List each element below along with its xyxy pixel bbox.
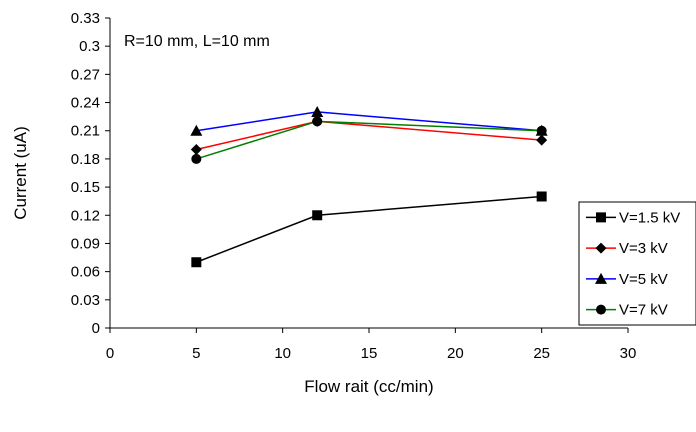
data-point-v-3-kv bbox=[536, 134, 548, 146]
y-tick-label: 0.15 bbox=[71, 179, 100, 196]
legend: V=1.5 kV V=3 kV V=5 kV V=7 kV bbox=[578, 201, 696, 326]
data-point-v-5-kv bbox=[311, 105, 324, 117]
x-axis-title: Flow rait (cc/min) bbox=[304, 377, 433, 396]
x-tick-label: 5 bbox=[192, 345, 200, 362]
y-tick-label: 0.24 bbox=[71, 95, 100, 112]
legend-marker-v-1-5-kv bbox=[596, 212, 606, 223]
y-axis-title: Current (uA) bbox=[11, 126, 30, 220]
y-tick-label: 0.27 bbox=[71, 66, 100, 83]
legend-label-v-1-5-kv: V=1.5 kV bbox=[619, 209, 680, 226]
x-tick-label: 30 bbox=[620, 345, 637, 362]
x-tick-label: 20 bbox=[447, 345, 464, 362]
y-tick-label: 0.3 bbox=[79, 38, 100, 55]
y-tick-label: 0.12 bbox=[71, 207, 100, 224]
legend-marker-v-3-kv bbox=[595, 242, 607, 254]
data-point-v-7-kv bbox=[536, 125, 547, 136]
data-point-v-3-kv bbox=[190, 144, 202, 156]
legend-marker-v-7-kv bbox=[596, 304, 606, 315]
y-tick-label: 0.03 bbox=[71, 292, 100, 309]
legend-box bbox=[578, 201, 696, 326]
x-tick-label: 25 bbox=[533, 345, 550, 362]
x-tick-label: 0 bbox=[106, 345, 114, 362]
data-point-v-1-5-kv bbox=[191, 257, 202, 268]
legend-label-v-3-kv: V=3 kV bbox=[619, 240, 668, 257]
y-tick-label: 0.09 bbox=[71, 235, 100, 252]
x-tick-label: 15 bbox=[361, 345, 378, 362]
series-line-v-3-kv bbox=[196, 120, 542, 151]
data-point-v-1-5-kv bbox=[536, 191, 547, 202]
data-point-v-7-kv bbox=[312, 116, 323, 127]
series-line-v-1-5-kv bbox=[196, 195, 542, 263]
chart-annotation: R=10 mm, L=10 mm bbox=[124, 33, 270, 50]
y-tick-label: 0.33 bbox=[71, 10, 100, 27]
data-point-v-1-5-kv bbox=[312, 210, 323, 221]
plot-series bbox=[190, 105, 548, 268]
axis-ticks: 0 0.03 0.06 0.09 0.12 0.15 0.18 0.21 0.24 0.27 0.3… bbox=[71, 10, 637, 362]
legend-label-v-5-kv: V=5 kV bbox=[619, 271, 668, 288]
y-tick-label: 0.18 bbox=[71, 151, 100, 168]
legend-label-v-7-kv: V=7 kV bbox=[619, 302, 668, 319]
legend-marker-v-5-kv bbox=[595, 272, 607, 284]
y-tick-label: 0.21 bbox=[71, 123, 100, 140]
y-tick-label: 0 bbox=[92, 320, 100, 337]
data-point-v-7-kv bbox=[191, 153, 202, 164]
y-tick-label: 0.06 bbox=[71, 264, 100, 281]
x-tick-label: 10 bbox=[274, 345, 291, 362]
data-point-v-5-kv bbox=[190, 124, 203, 136]
